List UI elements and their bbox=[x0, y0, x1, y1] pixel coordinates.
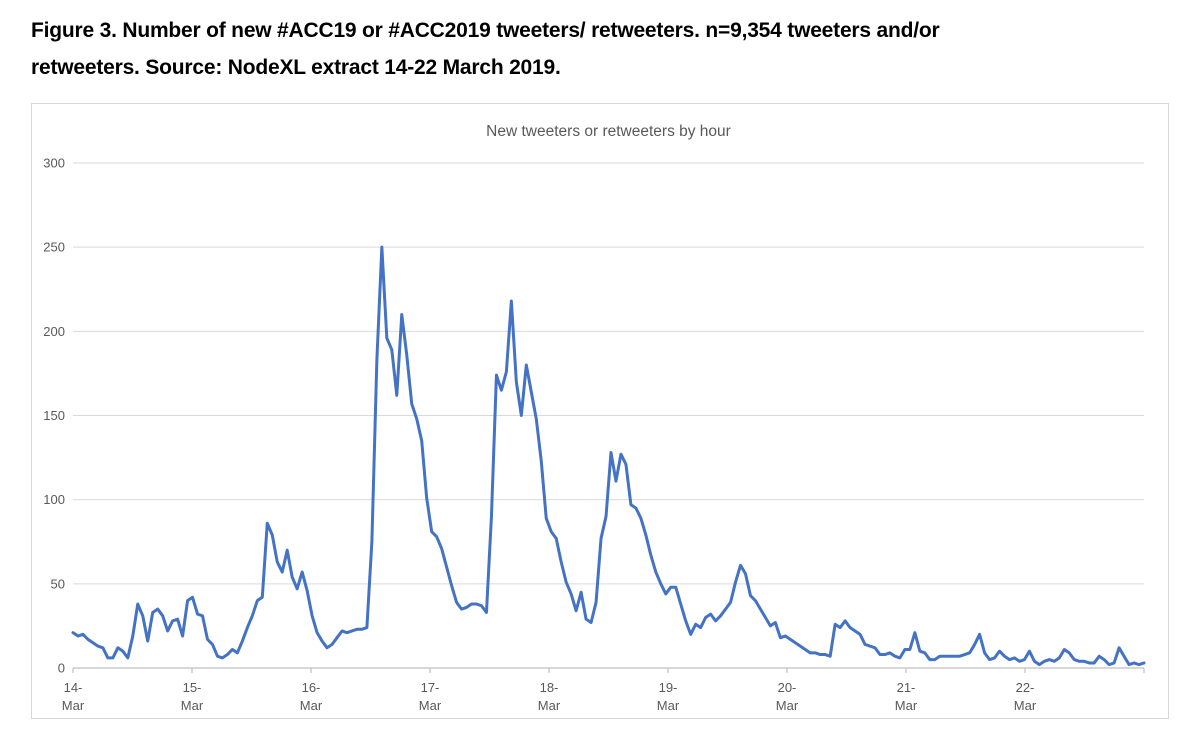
y-tick-label: 300 bbox=[43, 156, 65, 171]
figure-caption: Figure 3. Number of new #ACC19 or #ACC20… bbox=[31, 12, 1176, 86]
chart-container: 0 50 100 150 200 250 300 14- Mar 15- Mar 16- Mar 17- M… bbox=[31, 103, 1169, 719]
figure-caption-line-2: retweeters. Source: NodeXL extract 14-22… bbox=[31, 56, 561, 79]
x-tick-label: Mar bbox=[419, 698, 442, 713]
x-tick-label: Mar bbox=[776, 698, 799, 713]
x-tick-label: 16- bbox=[302, 680, 321, 695]
x-tick-label: Mar bbox=[1014, 698, 1037, 713]
x-tick-label: 14- bbox=[64, 680, 83, 695]
x-tick-label: Mar bbox=[657, 698, 680, 713]
y-tick-label: 0 bbox=[58, 661, 65, 676]
x-tick-label: 18- bbox=[540, 680, 559, 695]
y-tick-label: 50 bbox=[51, 576, 65, 591]
line-chart: 0 50 100 150 200 250 300 14- Mar 15- Mar 16- Mar 17- M… bbox=[43, 123, 1146, 713]
data-series-line bbox=[71, 245, 1146, 667]
x-tick-label: Mar bbox=[895, 698, 918, 713]
x-tick-label: Mar bbox=[300, 698, 323, 713]
y-tick-label: 100 bbox=[43, 492, 65, 507]
y-tick-label: 250 bbox=[43, 240, 65, 255]
y-tick-label: 200 bbox=[43, 324, 65, 339]
figure-caption-line-1: Figure 3. Number of new #ACC19 or #ACC20… bbox=[31, 19, 940, 42]
x-tick-label: 19- bbox=[659, 680, 678, 695]
y-tick-label: 150 bbox=[43, 408, 65, 423]
x-tick-label: 15- bbox=[183, 680, 202, 695]
x-tick-label: Mar bbox=[62, 698, 85, 713]
chart-title: New tweeters or retweeters by hour bbox=[486, 123, 731, 140]
x-tick-label: 22- bbox=[1016, 680, 1035, 695]
x-tick-label: 17- bbox=[421, 680, 440, 695]
x-tick-label: Mar bbox=[538, 698, 561, 713]
x-tick-label: Mar bbox=[181, 698, 204, 713]
x-tick-label: 20- bbox=[778, 680, 797, 695]
x-tick-label: 21- bbox=[897, 680, 916, 695]
